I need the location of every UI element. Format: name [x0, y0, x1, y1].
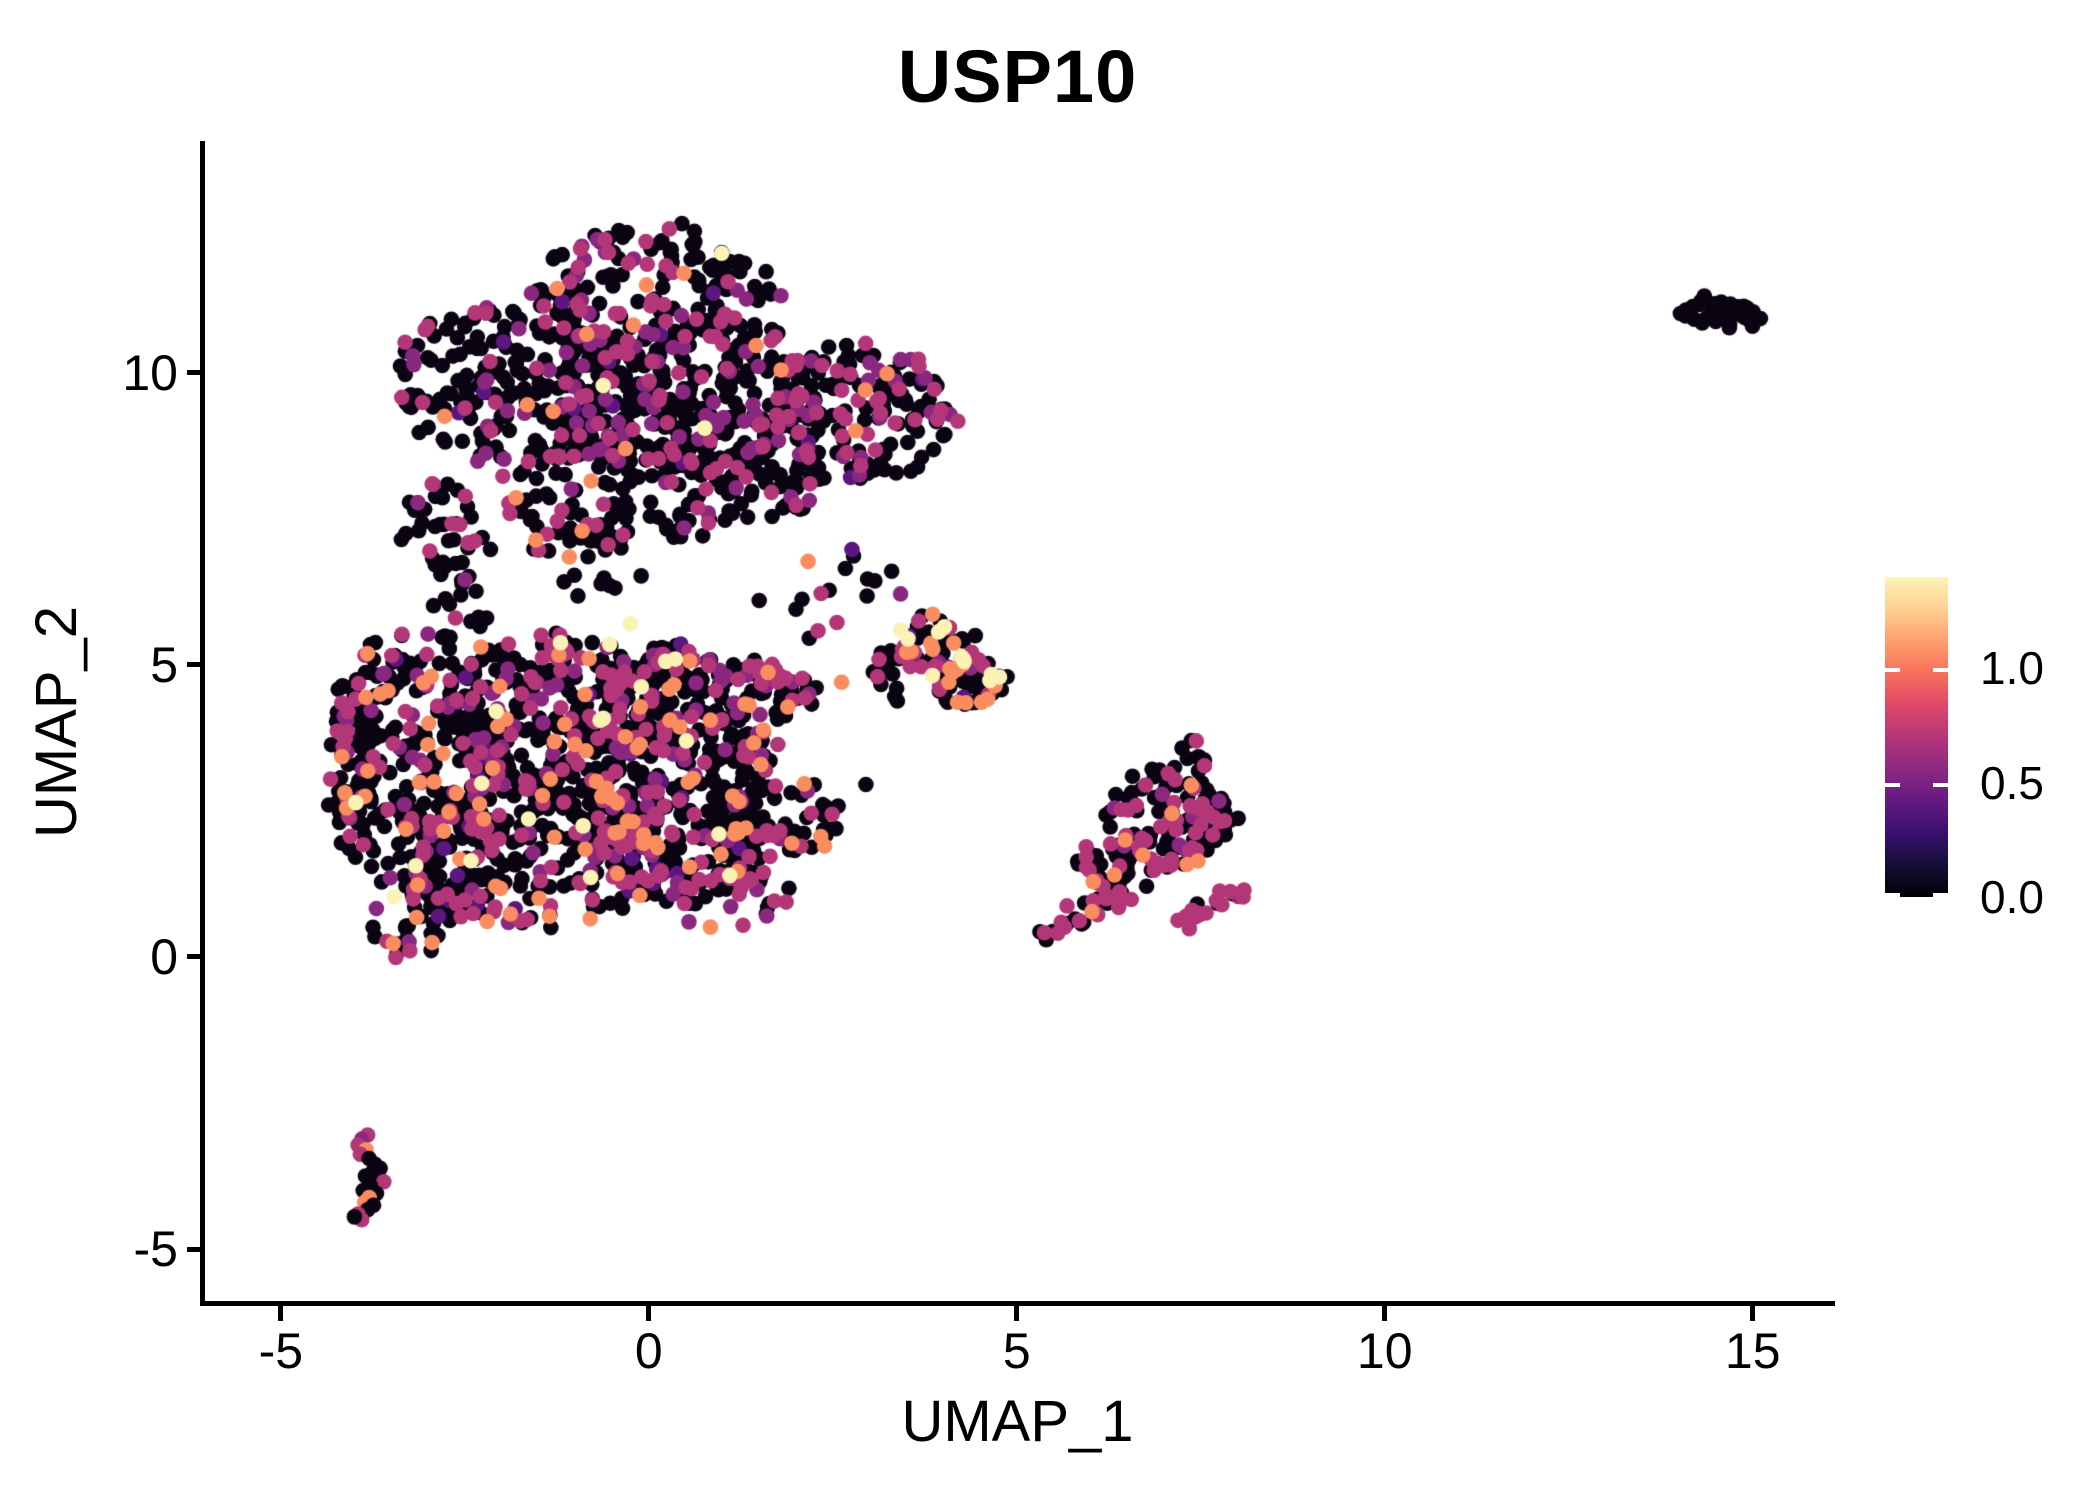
y-axis-line [200, 141, 205, 1306]
x-axis-line [200, 1301, 1835, 1306]
colorbar-tick-label: 0.5 [1980, 756, 2044, 809]
y-tick-mark [187, 662, 202, 668]
colorbar-tick-mark [1933, 893, 1948, 897]
x-axis-title: UMAP_1 [901, 1389, 1134, 1454]
x-tick-mark [1750, 1306, 1756, 1321]
y-tick-mark [187, 370, 202, 376]
umap-scatter-canvas [205, 143, 1830, 1301]
colorbar-tick-mark [1885, 782, 1900, 787]
y-axis-title: UMAP_2 [24, 605, 89, 839]
x-tick-label: 15 [1724, 1323, 1781, 1379]
y-tick-label: -5 [133, 1221, 178, 1277]
x-tick-mark [1382, 1306, 1388, 1321]
x-tick-label: -5 [258, 1323, 304, 1379]
x-tick-mark [646, 1306, 652, 1321]
y-tick-label: 10 [122, 344, 178, 401]
colorbar-tick-mark [1885, 668, 1900, 673]
y-tick-label: 0 [150, 928, 178, 985]
y-tick-label: 5 [150, 636, 178, 693]
colorbar-tick-label: 0.0 [1980, 871, 2044, 923]
x-tick-label: 5 [1002, 1323, 1031, 1379]
y-tick-mark [187, 1246, 202, 1252]
legend-colorbar-gradient [1885, 577, 1948, 897]
colorbar-tick-mark [1933, 782, 1948, 787]
y-tick-mark [187, 954, 202, 960]
x-tick-mark [1014, 1306, 1020, 1321]
x-tick-label: 0 [634, 1323, 663, 1379]
x-tick-mark [278, 1306, 284, 1321]
colorbar-tick-mark [1933, 668, 1948, 673]
plot-title: USP10 [897, 35, 1138, 118]
colorbar-tick-mark [1885, 893, 1900, 897]
x-tick-label: 10 [1356, 1323, 1413, 1379]
colorbar-tick-label: 1.0 [1980, 642, 2044, 695]
plot-panel [205, 143, 1830, 1301]
